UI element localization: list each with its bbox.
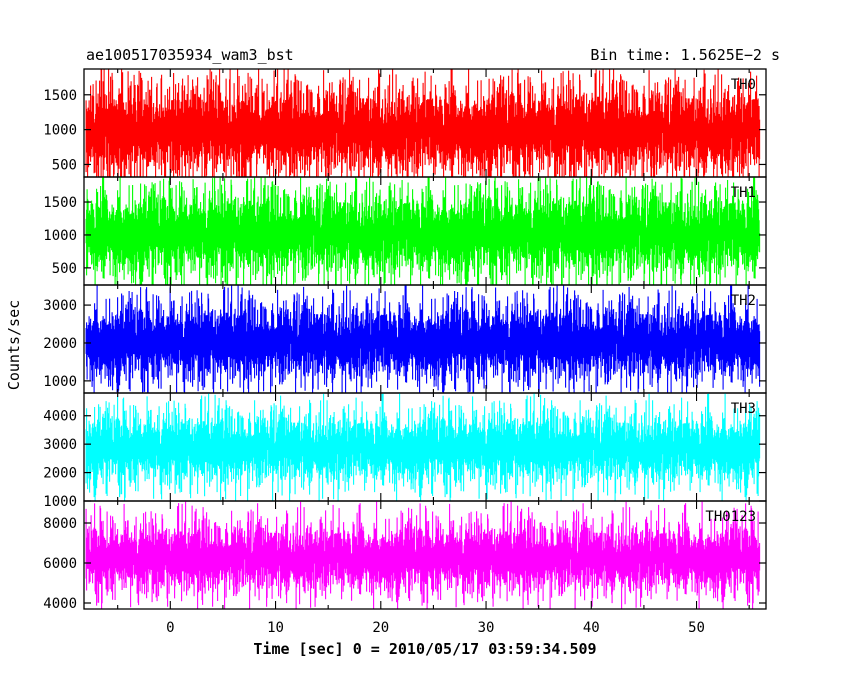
panel-label-th0123: TH0123 [705, 509, 756, 525]
y-tick-label: 3000 [43, 437, 77, 453]
panel-th0: 500 1000 1500 TH0 [43, 68, 767, 178]
y-tick-label: 1000 [43, 123, 77, 139]
y-tick-label: 4000 [43, 409, 77, 425]
panel-label-th0: TH0 [731, 77, 756, 93]
y-tick-label: 4000 [43, 596, 77, 612]
y-tick-label: 1000 [43, 228, 77, 244]
panel-label-th2: TH2 [731, 293, 756, 309]
panel-stack: 50010001500TH050010001500TH1100020003000… [43, 68, 767, 636]
x-tick-label: 10 [267, 620, 284, 636]
series-th0-lightcurve [85, 69, 761, 177]
series-th1-lightcurve [85, 177, 761, 285]
bin-time-label: Bin time: 1.5625E−2 s [590, 46, 780, 64]
y-tick-label: 500 [52, 157, 77, 173]
y-tick-label: 1000 [43, 494, 77, 510]
y-tick-label: 8000 [43, 516, 77, 532]
x-tick-label: 20 [372, 620, 389, 636]
series-th0123-lightcurve [85, 501, 761, 609]
y-tick-label: 1500 [43, 195, 77, 211]
y-tick-label: 2000 [43, 466, 77, 482]
x-tick-label: 50 [688, 620, 705, 636]
y-tick-label: 3000 [43, 298, 77, 314]
panel-th2: 1000 2000 3000 TH2 [43, 284, 767, 394]
plot-title: ae100517035934_wam3_bst [86, 46, 294, 64]
panel-th1: 500 1000 1500 TH1 [43, 176, 767, 286]
x-tick-label: 40 [583, 620, 600, 636]
panel-label-th1: TH1 [731, 185, 756, 201]
y-tick-label: 1500 [43, 88, 77, 104]
series-th3-lightcurve [85, 393, 761, 501]
y-tick-label: 1000 [43, 374, 77, 390]
y-axis-title: Counts/sec [5, 300, 23, 390]
series-th2-lightcurve [85, 285, 761, 393]
panel-th0123: 4000 6000 8000 TH0123 [43, 500, 767, 612]
y-tick-label: 6000 [43, 556, 77, 572]
x-tick-label: 0 [166, 620, 174, 636]
y-tick-label: 500 [52, 261, 77, 277]
panel-label-th3: TH3 [731, 401, 756, 417]
panel-frame [83, 500, 767, 610]
y-tick-label: 2000 [43, 336, 77, 352]
x-tick-label: 30 [478, 620, 495, 636]
x-axis-title: Time [sec] 0 = 2010/05/17 03:59:34.509 [253, 640, 596, 658]
